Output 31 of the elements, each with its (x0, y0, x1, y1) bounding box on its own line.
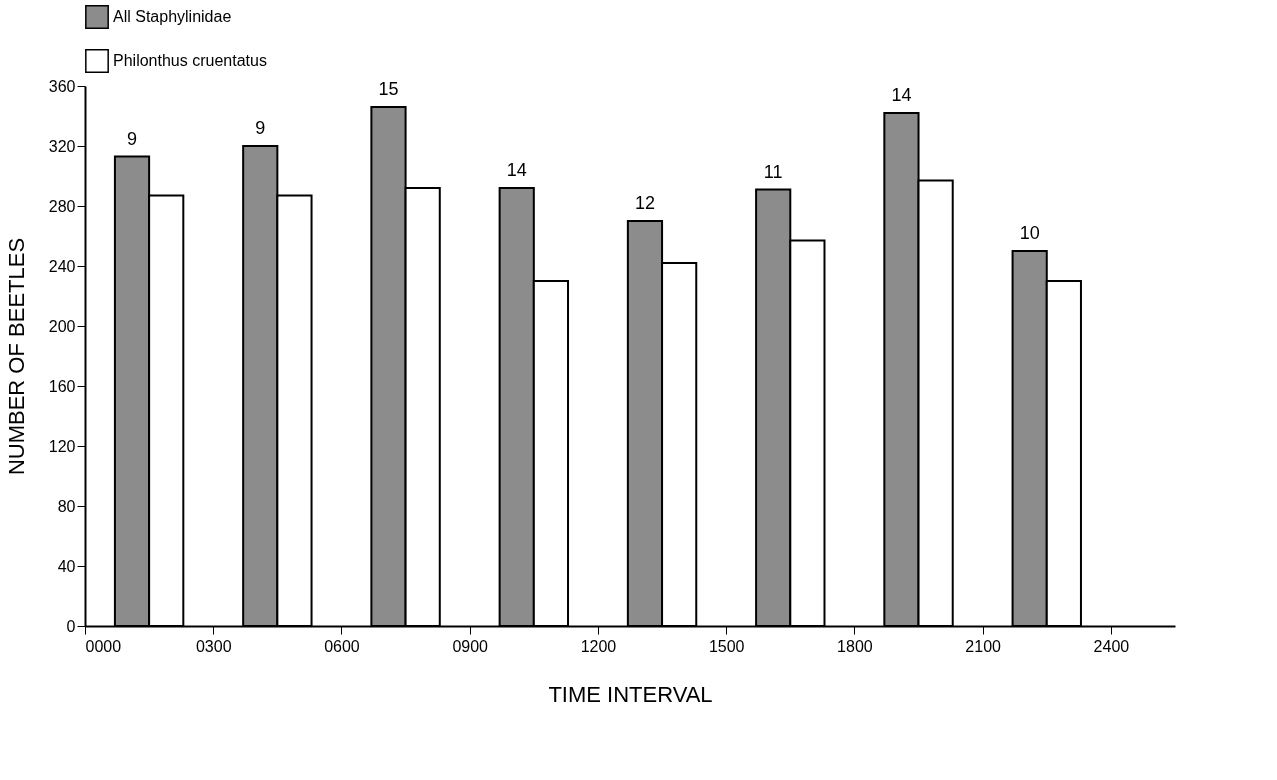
annotation: 15 (378, 79, 399, 99)
annotation: 11 (763, 161, 783, 182)
annotation: 9 (255, 118, 266, 138)
legend-label: Philonthus cruentatus (113, 52, 267, 69)
x-tick-label: 1500 (708, 637, 745, 655)
annotation: 14 (506, 160, 527, 180)
y-tick-label: 80 (57, 497, 76, 515)
x-tick-label: 1200 (580, 637, 617, 655)
annotation: 14 (891, 85, 912, 105)
annotation: 10 (1019, 223, 1040, 243)
x-tick-label: 0900 (452, 637, 489, 655)
x-tick-label: 2100 (965, 637, 1002, 655)
y-tick-label: 200 (48, 317, 76, 335)
annotation: 12 (634, 193, 655, 213)
x-tick-label: 0300 (195, 637, 232, 655)
y-tick-label: 120 (48, 437, 76, 455)
x-tick-label: 2400 (1093, 637, 1130, 655)
y-axis-title: NUMBER OF BEETLES (3, 237, 29, 476)
x-tick-label: 0600 (324, 637, 360, 655)
legend-label: All Staphylinidae (113, 8, 232, 25)
y-tick-label: 40 (57, 557, 76, 575)
x-axis-title: TIME INTERVAL (548, 681, 713, 707)
x-tick-label: 0000 (85, 637, 122, 655)
y-tick-label: 0 (66, 617, 76, 635)
x-tick-label: 1800 (837, 637, 873, 655)
y-tick-label: 320 (48, 137, 76, 155)
y-tick-label: 240 (48, 257, 76, 275)
y-tick-label: 280 (48, 197, 76, 215)
annotation: 9 (127, 128, 138, 149)
y-tick-label: 160 (48, 377, 76, 395)
y-tick-label: 360 (48, 77, 76, 95)
